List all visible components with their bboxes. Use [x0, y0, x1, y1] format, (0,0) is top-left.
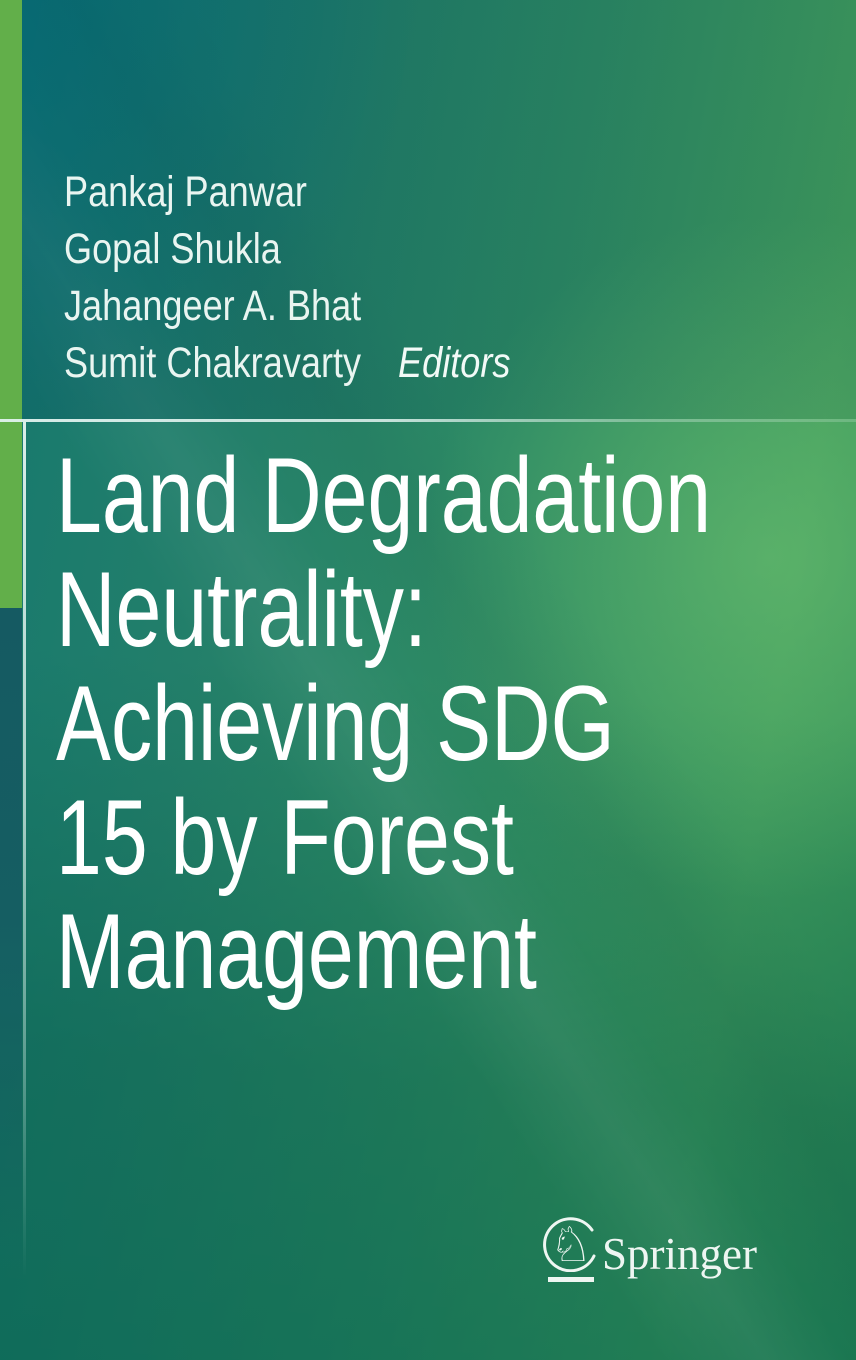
title-line: Land Degradation: [56, 435, 712, 555]
title-line: 15 by Forest: [56, 777, 514, 897]
editor-name: Jahangeer A. Bhat: [64, 282, 362, 330]
title-line: Achieving SDG: [56, 663, 615, 783]
springer-horse-icon-svg: ♘: [543, 1217, 596, 1273]
left-accent-stripe-teal: [0, 608, 22, 1360]
horse-ring-arc: [543, 1217, 596, 1273]
editor-line-with-role: Sumit Chakravarty Editors: [64, 335, 510, 392]
editor-name: Pankaj Panwar: [64, 168, 307, 216]
title-line: Management: [56, 891, 537, 1011]
knight-glyph: ♘: [549, 1217, 592, 1272]
editor-name: Gopal Shukla: [64, 225, 281, 273]
top-band-shade: [0, 0, 856, 419]
editor-name: Sumit Chakravarty: [64, 339, 362, 387]
left-accent-stripe-green: [0, 0, 22, 608]
horizontal-divider-line: [0, 419, 856, 422]
publisher-name: Springer: [602, 1229, 757, 1279]
editors-role-label: Editors: [398, 339, 511, 387]
springer-logo-underline: [548, 1277, 594, 1282]
title-line: Neutrality:: [56, 549, 427, 669]
vertical-divider-line: [23, 422, 26, 1277]
editors-block: Pankaj Panwar Gopal Shukla Jahangeer A. …: [64, 164, 510, 392]
book-title: Land Degradation Neutrality: Achieving S…: [56, 438, 856, 1008]
springer-horse-icon: ♘: [542, 1216, 598, 1273]
